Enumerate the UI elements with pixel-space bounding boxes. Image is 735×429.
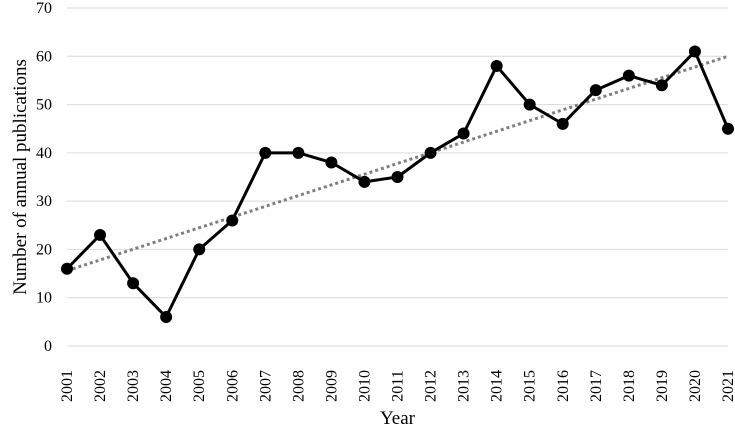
data-point-2003: [127, 277, 140, 290]
data-point-2001: [61, 262, 73, 275]
y-tick-label: 20: [36, 241, 52, 258]
x-axis-ticks: 2001 2002 2003 2004 2005 2006 2007 2008 2009 2010…: [59, 370, 735, 402]
data-points: [61, 45, 734, 324]
data-point-2010: [358, 175, 371, 188]
data-point-2014: [490, 59, 503, 72]
x-tick-label: 2012: [423, 370, 440, 402]
data-point-2016: [556, 117, 569, 130]
y-tick-label: 60: [36, 48, 52, 65]
y-tick-label: 40: [36, 145, 52, 162]
data-point-2020: [688, 45, 701, 58]
x-tick-label: 2010: [356, 370, 373, 402]
x-tick-label: 2017: [588, 370, 605, 402]
y-tick-label: 30: [36, 193, 52, 210]
y-tick-label: 0: [44, 338, 52, 355]
y-tick-label: 10: [36, 290, 52, 307]
y-axis-ticks: 0 10 20 30 40 50 60 70: [36, 0, 52, 355]
series-line: [65, 49, 730, 319]
x-tick-label: 2016: [555, 370, 572, 402]
data-point-2007: [259, 146, 272, 159]
x-tick-label: 2014: [489, 370, 506, 402]
data-point-2012: [424, 146, 437, 159]
x-tick-label: 2018: [621, 370, 638, 402]
data-point-2017: [589, 84, 602, 97]
y-axis-title: Number of annual publications: [10, 59, 31, 295]
y-tick-label: 70: [36, 0, 52, 17]
x-tick-label: 2019: [654, 370, 671, 402]
x-tick-label: 2002: [92, 370, 109, 402]
x-tick-label: 2001: [59, 370, 76, 402]
data-point-2021: [722, 122, 734, 135]
data-point-2009: [325, 156, 338, 169]
y-tick-label: 50: [36, 97, 52, 114]
data-point-2008: [292, 146, 305, 159]
x-tick-label: 2003: [125, 370, 142, 402]
x-tick-label: 2005: [191, 370, 208, 402]
x-tick-label: 2007: [257, 370, 274, 402]
data-point-2006: [226, 214, 239, 227]
x-tick-label: 2020: [687, 370, 704, 402]
trendline: [66, 54, 729, 273]
data-point-2015: [523, 98, 536, 111]
data-point-2018: [622, 69, 635, 82]
x-tick-label: 2006: [224, 370, 241, 402]
data-point-2019: [655, 79, 668, 92]
x-axis-title: Year: [380, 408, 416, 429]
data-point-2005: [193, 243, 206, 256]
x-tick-label: 2004: [158, 370, 175, 402]
x-tick-label: 2013: [456, 370, 473, 402]
x-tick-label: 2011: [390, 370, 407, 401]
x-tick-label: 2009: [323, 370, 340, 402]
data-point-2002: [94, 228, 107, 241]
data-point-2011: [391, 171, 404, 183]
data-point-2004: [160, 311, 173, 324]
x-tick-label: 2008: [290, 370, 307, 402]
x-tick-label: 2021: [720, 370, 735, 402]
x-tick-label: 2015: [522, 370, 539, 402]
data-point-2013: [457, 127, 470, 140]
